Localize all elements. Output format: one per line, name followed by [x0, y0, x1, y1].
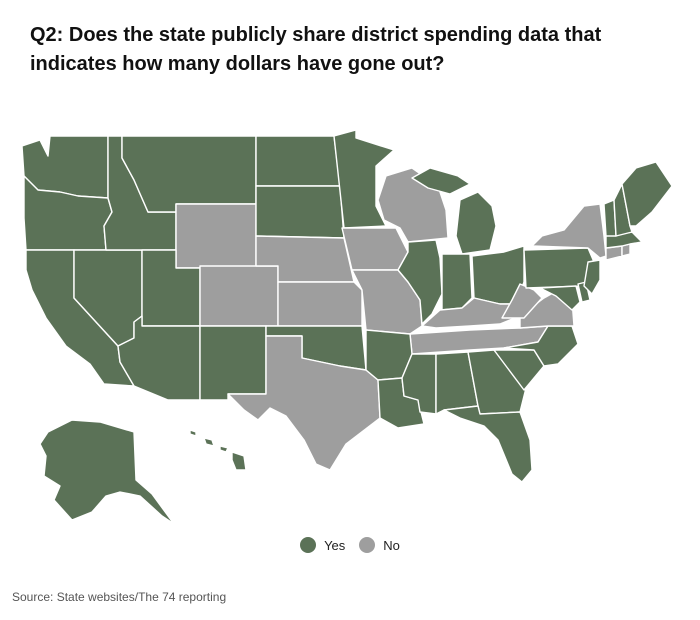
- legend-item-no: No: [359, 537, 400, 553]
- state-NC: [503, 325, 579, 367]
- state-MI: [411, 167, 497, 255]
- state-IA: [341, 227, 409, 271]
- state-HI: [189, 429, 247, 471]
- state-ME: [621, 161, 673, 227]
- state-NY: [531, 203, 607, 259]
- source-note: Source: State websites/The 74 reporting: [12, 590, 227, 604]
- legend-swatch-no: [359, 537, 376, 553]
- legend-swatch-yes: [300, 537, 317, 553]
- state-NJ: [583, 259, 601, 295]
- state-ND: [255, 135, 341, 187]
- legend-label-yes: Yes: [324, 537, 346, 553]
- state-NM: [199, 325, 267, 401]
- map-title: Q2: Does the state publicly share distri…: [30, 24, 602, 75]
- state-MD: [539, 285, 581, 311]
- state-WY: [175, 203, 257, 269]
- state-TX: [227, 335, 381, 471]
- legend-label-no: No: [383, 537, 400, 553]
- state-NH: [613, 183, 633, 237]
- state-SD: [255, 185, 345, 239]
- state-WV: [501, 283, 543, 319]
- state-IL: [397, 239, 443, 325]
- state-CO: [199, 265, 279, 327]
- legend-item-yes: Yes: [300, 537, 345, 553]
- state-IN: [441, 253, 473, 311]
- state-FL: [443, 405, 533, 483]
- legend: Yes No: [0, 537, 700, 553]
- state-AK: [39, 419, 175, 525]
- state-KS: [277, 281, 363, 327]
